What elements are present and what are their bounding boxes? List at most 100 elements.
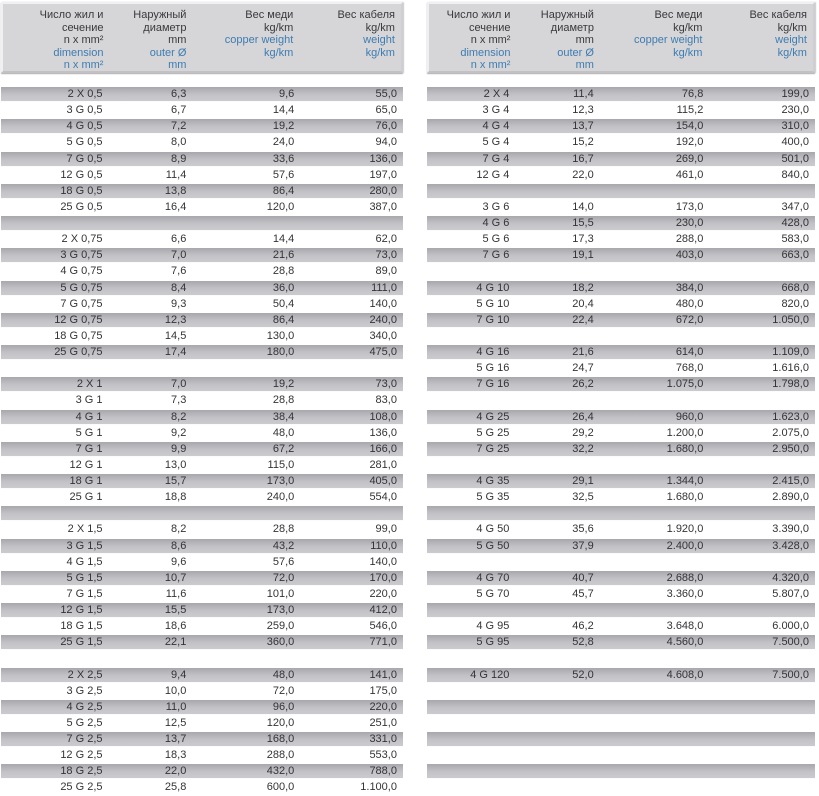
cell-dimension: 5 G 1,5: [66, 571, 103, 584]
cell-cable-weight: 94,0: [375, 136, 397, 149]
cell-dimension: 4 G 16: [476, 346, 510, 359]
cell-copper-weight: 168,0: [266, 733, 295, 746]
cell-cable-weight: 170,0: [369, 571, 397, 584]
cell-dimension: 7 G 4: [482, 152, 510, 165]
table-row: 4 G 35 29,1 1.344,0 2.415,0: [427, 473, 815, 490]
separator-row: [427, 715, 815, 731]
cell-cable-weight: 280,0: [369, 184, 397, 197]
cell-outer-diameter: 15,7: [164, 475, 187, 488]
cell-cable-weight: 3.390,0: [772, 523, 809, 536]
dimension-column-header: Число жил и сечение n x mm² dimension n x mm…: [3, 9, 106, 72]
cell-copper-weight: 120,0: [266, 716, 295, 729]
table-row: 4 G 2,5 11,0 96,0 220,0: [1, 698, 403, 715]
table-row: 7 G 2,5 13,7 168,0 331,0: [1, 731, 403, 748]
cell-copper-weight: 1.344,0: [666, 475, 704, 488]
cell-outer-diameter: 52,8: [572, 636, 594, 649]
cell-copper-weight: 288,0: [266, 749, 295, 762]
cell-cable-weight: 111,0: [371, 281, 397, 294]
cell-outer-diameter: 10,0: [164, 684, 187, 697]
cell-dimension: 4 G 95: [476, 620, 510, 633]
header-line: сечение: [469, 21, 511, 34]
table-row: 3 G 6 14,0 173,0 347,0: [427, 199, 815, 215]
cell-cable-weight: 1.616,0: [772, 362, 809, 375]
table-row: 12 G 0,75 12,3 86,4 240,0: [1, 311, 403, 328]
cell-outer-diameter: 6,6: [171, 233, 187, 246]
header-line: Наружный: [540, 9, 594, 21]
header-line: kg/km: [777, 21, 807, 34]
cell-outer-diameter: 7,3: [171, 394, 187, 407]
cell-dimension: 5 G 10: [476, 297, 510, 310]
cell-dimension: 4 G 1: [75, 410, 103, 423]
cell-dimension: 5 G 16: [476, 362, 510, 375]
cell-outer-diameter: 12,5: [164, 716, 187, 729]
cell-cable-weight: 175,0: [369, 684, 397, 697]
cell-cable-weight: 65,0: [375, 104, 397, 117]
header-line: диаметр: [550, 21, 594, 34]
cell-dimension: 5 G 35: [476, 491, 510, 504]
cell-outer-diameter: 8,4: [171, 281, 187, 294]
cell-outer-diameter: 11,4: [165, 168, 187, 181]
cell-dimension: 3 G 6: [482, 200, 510, 213]
header-line: Вес меди: [245, 9, 294, 21]
header-line-en: mm: [168, 59, 187, 72]
cell-dimension: 4 G 0,75: [60, 265, 103, 278]
separator-row: [427, 747, 815, 763]
header-line-en: kg/km: [673, 46, 703, 59]
cell-copper-weight: 115,0: [267, 458, 295, 471]
cell-outer-diameter: 18,2: [572, 281, 594, 294]
cell-dimension: 2 X 2,5: [67, 668, 103, 681]
cell-copper-weight: 1.075,0: [666, 378, 704, 391]
separator-row: [427, 650, 815, 666]
cell-outer-diameter: 26,4: [572, 410, 594, 423]
header-line: Вес кабеля: [749, 9, 807, 21]
cell-cable-weight: 240,0: [369, 313, 397, 326]
table-row: 5 G 6 17,3 288,0 583,0: [427, 231, 815, 247]
cell-outer-diameter: 18,8: [164, 491, 187, 504]
table-row: 4 G 120 52,0 4.608,0 7.500,0: [427, 666, 815, 683]
cell-cable-weight: 347,0: [781, 200, 809, 213]
cell-dimension: 12 G 1: [69, 458, 103, 471]
cell-cable-weight: 62,0: [375, 233, 397, 246]
cell-cable-weight: 281,0: [369, 458, 397, 471]
cell-dimension: 4 G 0,5: [66, 120, 103, 133]
cable-weight-column-header: Вес кабеля kg/km weight kg/km: [296, 9, 401, 59]
cell-outer-diameter: 14,5: [164, 329, 187, 342]
table-row: 18 G 0,75 14,5 130,0 340,0: [1, 328, 403, 344]
header-line: диаметр: [143, 21, 187, 34]
cell-copper-weight: 101,0: [266, 587, 295, 600]
cell-cable-weight: 136,0: [369, 426, 397, 439]
table-row: 4 G 1 8,2 38,4 108,0: [1, 408, 403, 425]
cell-outer-diameter: 32,2: [572, 442, 594, 455]
cell-outer-diameter: 13,0: [164, 458, 187, 471]
cell-outer-diameter: 52,0: [572, 668, 594, 681]
cable-table-right: Число жил и сечение n x mm² dimension n x mm…: [427, 2, 815, 796]
copper-weight-column-header: Вес меди kg/km copper weight kg/km: [190, 9, 296, 59]
table-row: 5 G 25 29,2 1.200,0 2.075,0: [427, 425, 815, 441]
table-row: 4 G 50 35,6 1.920,0 3.390,0: [427, 521, 815, 537]
cell-cable-weight: 387,0: [369, 200, 397, 213]
cell-outer-diameter: 12,3: [572, 104, 594, 117]
separator-row: [427, 763, 815, 780]
table-row: 25 G 1 18,8 240,0 554,0: [1, 489, 403, 505]
cell-cable-weight: 220,0: [369, 587, 397, 600]
cell-dimension: 5 G 0,75: [60, 281, 103, 294]
cell-cable-weight: 5.807,0: [772, 587, 809, 600]
cable-table-left: Число жил и сечение n x mm² dimension n x mm…: [1, 2, 403, 796]
cell-copper-weight: 230,0: [675, 217, 704, 230]
cell-outer-diameter: 14,0: [572, 200, 594, 213]
cell-dimension: 18 G 0,5: [60, 184, 103, 197]
cell-copper-weight: 259,0: [266, 620, 295, 633]
cell-dimension: 5 G 4: [482, 136, 510, 149]
table-row: 12 G 2,5 18,3 288,0 553,0: [1, 747, 403, 763]
cell-copper-weight: 130,0: [266, 329, 295, 342]
cell-copper-weight: 19,2: [272, 120, 295, 133]
separator-row: [1, 505, 403, 522]
cell-dimension: 7 G 25: [476, 442, 510, 455]
cell-copper-weight: 192,0: [675, 136, 704, 149]
cell-cable-weight: 73,0: [375, 378, 397, 391]
cell-copper-weight: 67,2: [272, 442, 295, 455]
table-row: 5 G 0,5 8,0 24,0 94,0: [1, 134, 403, 150]
header-line-en: copper weight: [224, 34, 294, 47]
